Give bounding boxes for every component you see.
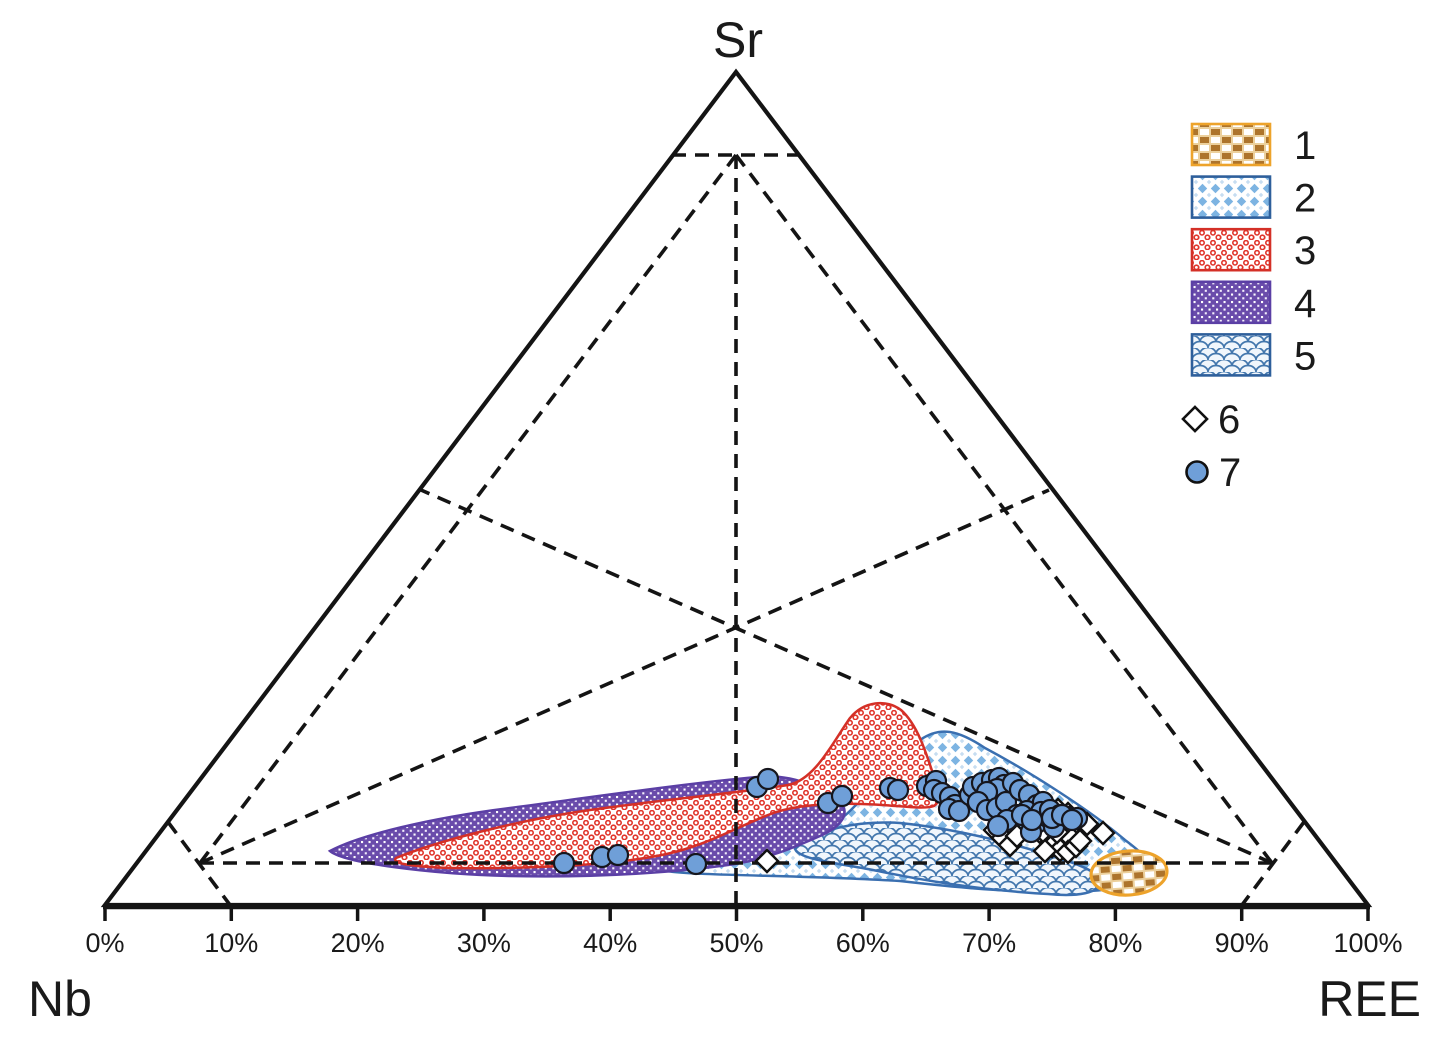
- data-point-circle-series-7: [1060, 808, 1084, 832]
- axis-tick-label: 90%: [1215, 928, 1269, 958]
- legend-diamond-symbol: [1181, 405, 1209, 433]
- vertex-label-ree: REE: [1318, 971, 1421, 1027]
- gridline-ree-median: [420, 488, 1273, 865]
- data-point-circle-series-7: [756, 767, 780, 791]
- data-points-layer: [552, 766, 1116, 876]
- axis-tick-label: 20%: [331, 928, 385, 958]
- data-point-circle-series-7: [552, 851, 576, 875]
- data-point-circle-series-7: [830, 784, 854, 808]
- legend-label-7: 7: [1219, 451, 1241, 495]
- data-point-diamond-series-6: [1067, 828, 1093, 854]
- legend-label-1: 1: [1294, 124, 1316, 168]
- axis-tick-label: 40%: [583, 928, 637, 958]
- legend-swatch-4: [1190, 280, 1272, 325]
- legend-circle-symbol: [1185, 460, 1209, 484]
- axis-tick-label: 70%: [962, 928, 1016, 958]
- axis-tick-label: 10%: [204, 928, 258, 958]
- data-point-circle-series-7: [1020, 808, 1044, 832]
- axis-tick-label: 0%: [85, 928, 124, 958]
- data-point-circle-series-7: [886, 778, 910, 802]
- gridline-nb-median: [199, 488, 1050, 865]
- data-point-diamond-series-6: [1090, 820, 1116, 846]
- data-point-circle-series-7: [606, 843, 630, 867]
- legend-swatch-5: [1190, 333, 1272, 377]
- legend-label-2: 2: [1294, 177, 1316, 221]
- gridline-ree-90-line: [1240, 820, 1306, 907]
- dashed-gridlines-layer: [166, 153, 1306, 907]
- classification-fields-layer: [327, 701, 1169, 897]
- axis-tick-label: 80%: [1088, 928, 1142, 958]
- data-point-circle-series-7: [986, 814, 1010, 838]
- triangle-frame-layer: 0% 10% 20% 30% 40% 50% 60% 70% 80% 90% 100%: [85, 68, 1403, 958]
- legend-label-4: 4: [1294, 282, 1316, 326]
- gridline-nb-90-line: [166, 820, 232, 907]
- vertex-label-sr: Sr: [713, 12, 763, 68]
- axis-tick-label: 50%: [709, 928, 763, 958]
- legend-label-5: 5: [1294, 334, 1316, 378]
- legend-swatch-3: [1190, 227, 1272, 272]
- axis-tick-label: 30%: [457, 928, 511, 958]
- vertex-label-nb: Nb: [28, 971, 92, 1027]
- data-point-circle-series-7: [947, 799, 971, 823]
- legend: 1 2 3 4 5 6 7: [1181, 122, 1316, 495]
- legend-label-6: 6: [1218, 398, 1240, 442]
- data-point-circle-series-7: [684, 852, 708, 876]
- legend-swatch-1: [1190, 122, 1272, 167]
- data-point-diamond-series-6: [754, 848, 780, 874]
- data-point-diamond-series-6: [1032, 838, 1058, 864]
- legend-swatch-2: [1190, 175, 1272, 219]
- axis-tick-label: 60%: [836, 928, 890, 958]
- axis-tick-label: 100%: [1333, 928, 1402, 958]
- legend-label-3: 3: [1294, 229, 1316, 273]
